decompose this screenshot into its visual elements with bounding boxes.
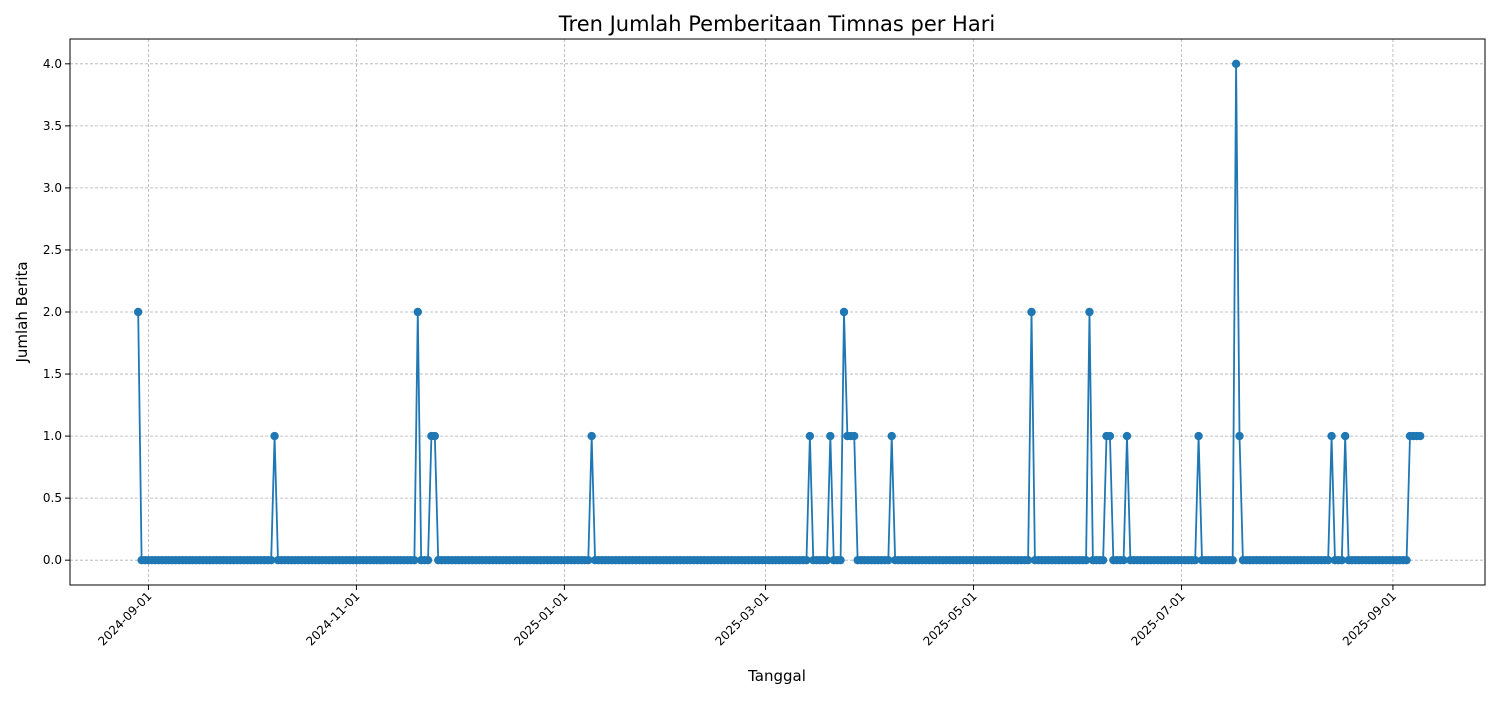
data-point bbox=[1122, 431, 1132, 441]
grid bbox=[70, 39, 1485, 585]
y-tick-label: 1.5 bbox=[43, 367, 62, 381]
data-point bbox=[584, 555, 593, 565]
data-point bbox=[1337, 555, 1347, 565]
data-point bbox=[587, 431, 596, 441]
y-tick-label: 2.0 bbox=[43, 305, 62, 319]
y-tick-label: 3.5 bbox=[43, 119, 62, 133]
data-point bbox=[839, 307, 849, 317]
data-point bbox=[133, 307, 143, 317]
data-point bbox=[423, 555, 433, 565]
x-tick-label: 2025-03-01 bbox=[712, 589, 771, 648]
chart-title: Tren Jumlah Pemberitaan Timnas per Hari bbox=[558, 12, 995, 36]
data-point bbox=[413, 307, 422, 317]
y-tick-label: 3.0 bbox=[43, 181, 62, 195]
data-point bbox=[836, 555, 845, 565]
x-tick-label: 2024-11-01 bbox=[303, 589, 362, 648]
data-point bbox=[270, 431, 279, 441]
data-point bbox=[430, 431, 440, 441]
data-point bbox=[1416, 431, 1425, 441]
data-point bbox=[805, 431, 815, 441]
x-tick-label: 2025-09-01 bbox=[1340, 589, 1399, 648]
x-tick-label: 2025-05-01 bbox=[920, 589, 979, 648]
data-point bbox=[1023, 555, 1033, 565]
x-tick-label: 2024-09-01 bbox=[95, 589, 154, 648]
data-point bbox=[887, 431, 896, 441]
data-point bbox=[1027, 307, 1036, 317]
data-point bbox=[266, 555, 276, 565]
data-point bbox=[1098, 555, 1108, 565]
data-point bbox=[802, 555, 811, 565]
data-point bbox=[1190, 555, 1200, 565]
data-point bbox=[826, 431, 835, 441]
data-point bbox=[822, 555, 832, 565]
data-point bbox=[1231, 59, 1241, 69]
y-tick-label: 0.0 bbox=[43, 553, 62, 567]
y-tick-label: 4.0 bbox=[43, 57, 62, 71]
data-point bbox=[410, 555, 419, 565]
y-axis-label: Jumlah Berita bbox=[13, 261, 31, 363]
data-point bbox=[1327, 431, 1336, 441]
data-point bbox=[1402, 555, 1411, 565]
data-point bbox=[1085, 307, 1094, 317]
y-tick-label: 0.5 bbox=[43, 491, 62, 505]
data-point bbox=[850, 431, 859, 441]
data-point bbox=[1341, 431, 1350, 441]
x-axis-label: Tanggal bbox=[747, 667, 806, 685]
data-point bbox=[1194, 431, 1203, 441]
data-point bbox=[1323, 555, 1333, 565]
data-point bbox=[1228, 555, 1237, 565]
data-point bbox=[1081, 555, 1091, 565]
data-point bbox=[1119, 555, 1128, 565]
y-tick-label: 1.0 bbox=[43, 429, 62, 443]
data-point bbox=[1105, 431, 1115, 441]
y-tick-label: 2.5 bbox=[43, 243, 62, 257]
data-point bbox=[1235, 431, 1244, 441]
series-layer bbox=[133, 59, 1425, 565]
data-point bbox=[884, 555, 893, 565]
x-tick-label: 2025-01-01 bbox=[511, 589, 570, 648]
x-tick-label: 2025-07-01 bbox=[1128, 589, 1187, 648]
